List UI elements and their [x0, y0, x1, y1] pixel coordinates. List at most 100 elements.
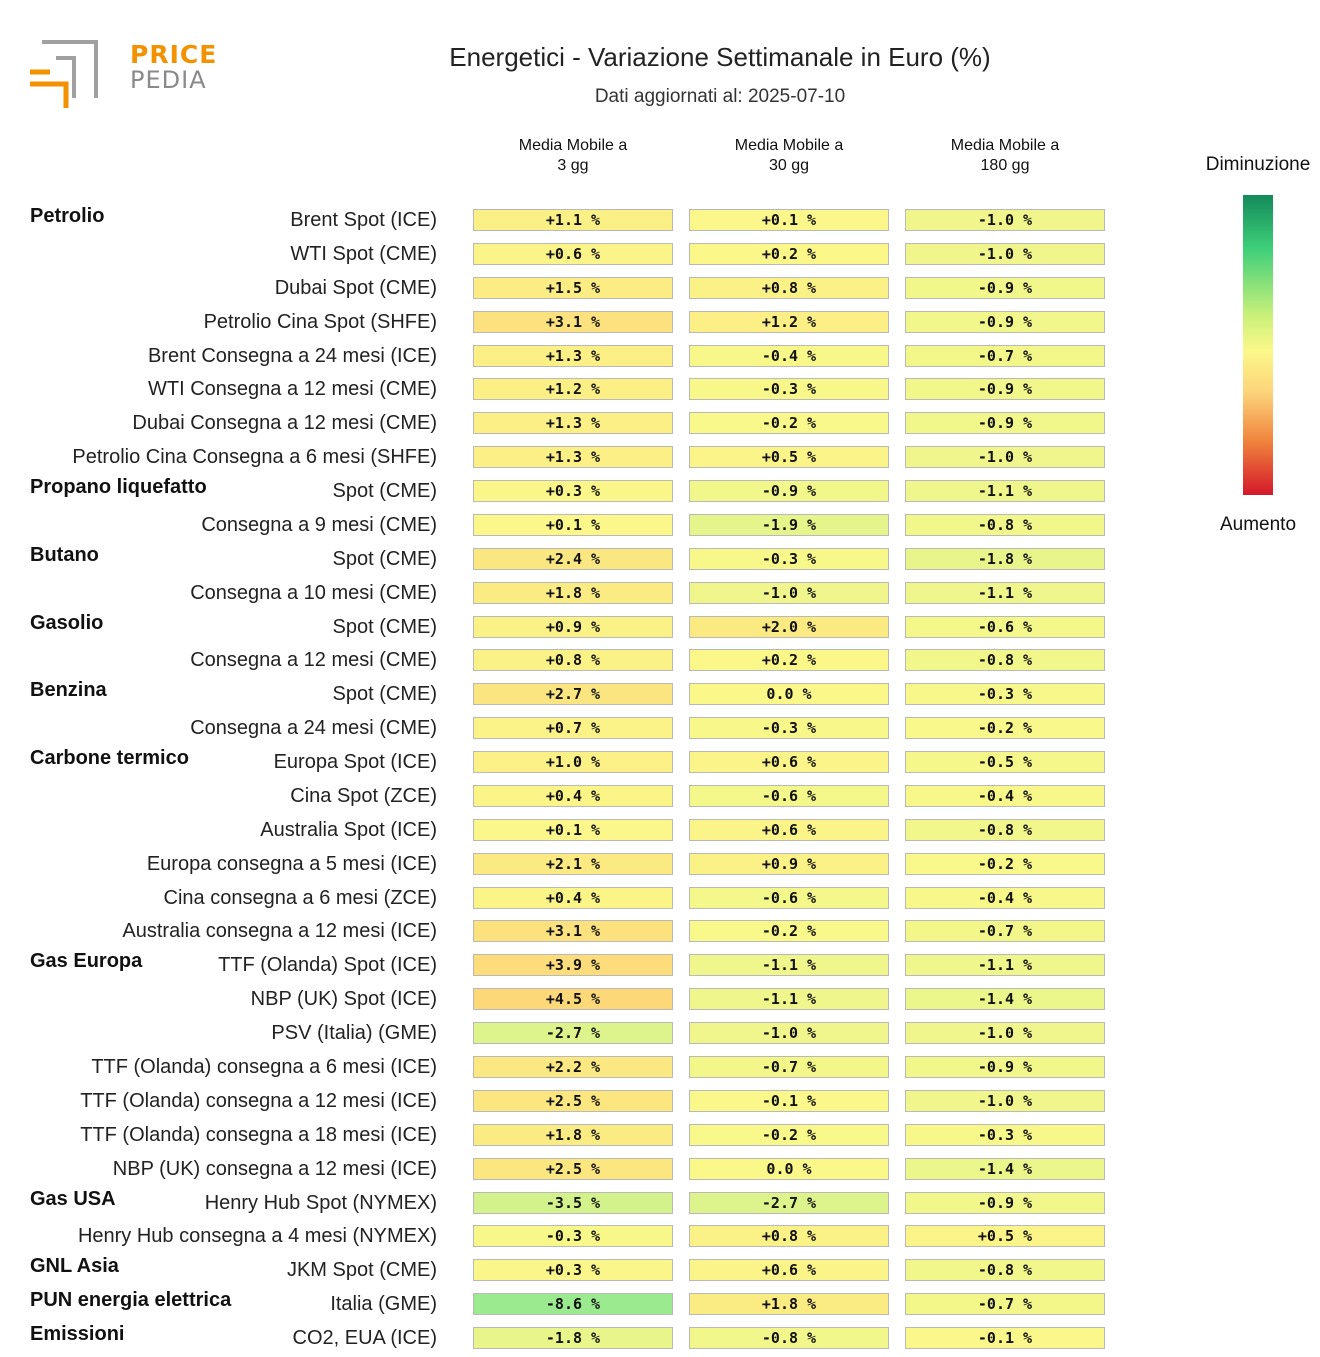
logo-price-text: PRICE	[130, 40, 218, 69]
heatmap-cell: 0.0 %	[689, 1157, 889, 1180]
heatmap-cell: +0.7 %	[473, 717, 673, 740]
heatmap-cell: -0.6 %	[689, 784, 889, 807]
heatmap-cell: -0.3 %	[473, 1225, 673, 1248]
heatmap-cell: -0.2 %	[689, 920, 889, 943]
heatmap-cell: +0.6 %	[689, 751, 889, 774]
row-label: Australia Spot (ICE)	[260, 818, 437, 841]
heatmap-cell: -1.4 %	[905, 988, 1105, 1011]
heatmap-cell: +1.8 %	[473, 581, 673, 604]
heatmap-cell: +2.2 %	[473, 1056, 673, 1078]
heatmap-cell: -0.2 %	[905, 717, 1105, 740]
row-label: CO2, EUA (ICE)	[292, 1327, 437, 1350]
heatmap-cell: -0.2 %	[689, 1123, 889, 1146]
heatmap-cell: -2.7 %	[689, 1191, 889, 1214]
heatmap-cell: -1.4 %	[905, 1157, 1105, 1180]
heatmap-cell: +1.8 %	[473, 1123, 673, 1146]
row-label: Brent Spot (ICE)	[290, 209, 437, 231]
heatmap-cell: -8.6 %	[473, 1293, 673, 1316]
chart-title: Energetici - Variazione Settimanale in E…	[449, 42, 991, 72]
heatmap-cell: -0.3 %	[905, 683, 1105, 706]
legend-bottom-label: Aumento	[1219, 514, 1297, 535]
heatmap-cell: +1.1 %	[473, 209, 673, 231]
heatmap-cell: +1.5 %	[473, 276, 673, 299]
row-label: Henry Hub consegna a 4 mesi (NYMEX)	[77, 1225, 437, 1248]
row-label: Cina consegna a 6 mesi (ZCE)	[163, 886, 437, 909]
heatmap-cell: -1.1 %	[905, 954, 1105, 977]
heatmap-cell: +1.3 %	[473, 412, 673, 435]
heatmap-cell: -0.9 %	[905, 412, 1105, 435]
heatmap-cell: -1.1 %	[689, 988, 889, 1011]
heatmap-cell: +1.3 %	[473, 344, 673, 367]
heatmap-cell: -0.1 %	[689, 1089, 889, 1112]
heatmap-cell: -0.6 %	[905, 615, 1105, 638]
heatmap-cell: -0.3 %	[689, 547, 889, 570]
heatmap-cell: -0.4 %	[689, 344, 889, 367]
heatmap-cell: +1.3 %	[473, 446, 673, 469]
heatmap-cell: -0.2 %	[905, 852, 1105, 875]
legend-color-scale	[1243, 195, 1273, 495]
logo-pedia-text: PEDIA	[130, 66, 207, 94]
group-label: Gas USA	[30, 1187, 116, 1210]
heatmap-cell: -0.9 %	[905, 1191, 1105, 1214]
row-label: Dubai Consegna a 12 mesi (CME)	[132, 412, 437, 435]
row-label: Spot (CME)	[332, 615, 437, 638]
group-label: Propano liquefatto	[30, 476, 207, 499]
group-label: Benzina	[30, 679, 107, 702]
heatmap-cell: +0.1 %	[473, 818, 673, 841]
row-label: WTI Spot (CME)	[290, 242, 437, 265]
row-label: Spot (CME)	[332, 683, 437, 706]
row-label: Consegna a 12 mesi (CME)	[190, 649, 437, 672]
row-label: Europa consegna a 5 mesi (ICE)	[146, 852, 437, 875]
heatmap-cell: +2.7 %	[473, 683, 673, 706]
heatmap-cell: +0.1 %	[689, 209, 889, 231]
heatmap-cell: +3.1 %	[473, 310, 673, 333]
pricepedia-logo: PRICE PEDIA	[30, 38, 216, 110]
row-label: WTI Consegna a 12 mesi (CME)	[148, 378, 437, 401]
heatmap-cell: -0.9 %	[905, 1056, 1105, 1078]
heatmap-cell: +3.9 %	[473, 954, 673, 977]
heatmap-cell: +0.3 %	[473, 1259, 673, 1282]
heatmap-cell: -0.9 %	[905, 378, 1105, 401]
group-label: PUN energia elettrica	[30, 1289, 232, 1312]
row-label: Cina Spot (ZCE)	[290, 784, 437, 807]
row-label: TTF (Olanda) consegna a 6 mesi (ICE)	[91, 1056, 437, 1078]
heatmap-cell: -1.9 %	[689, 513, 889, 536]
row-label: NBP (UK) consegna a 12 mesi (ICE)	[112, 1157, 437, 1180]
heatmap-cell: -0.7 %	[905, 344, 1105, 367]
column-header-180gg: Media Mobile a 180 gg	[950, 137, 1060, 174]
heatmap-cell: -1.1 %	[689, 954, 889, 977]
heatmap-cell: -0.7 %	[689, 1056, 889, 1078]
heatmap-cell: -0.8 %	[905, 1259, 1105, 1282]
heatmap-cell: +1.2 %	[473, 378, 673, 401]
row-label: Australia consegna a 12 mesi (ICE)	[122, 920, 437, 943]
heatmap-cell: +1.2 %	[689, 310, 889, 333]
heatmap-cell: -0.9 %	[905, 310, 1105, 333]
column-header-3gg: Media Mobile a 3 gg	[518, 137, 628, 174]
heatmap-cell: +0.9 %	[473, 615, 673, 638]
heatmap-cell: +2.5 %	[473, 1089, 673, 1112]
heatmap-cell: +1.8 %	[689, 1293, 889, 1316]
heatmap-cell: +0.6 %	[689, 818, 889, 841]
chart-subtitle: Dati aggiornati al: 2025-07-10	[594, 86, 846, 107]
row-label: Italia (GME)	[330, 1293, 437, 1316]
row-label: Europa Spot (ICE)	[273, 751, 437, 774]
heatmap-cell: +4.5 %	[473, 988, 673, 1011]
pricepedia-logo-mark	[30, 40, 98, 108]
heatmap-cell: +0.4 %	[473, 784, 673, 807]
heatmap-cell: -0.5 %	[905, 751, 1105, 774]
heatmap-cell: -1.0 %	[689, 1022, 889, 1045]
group-label: Carbone termico	[30, 747, 189, 770]
heatmap-cell: -0.3 %	[689, 717, 889, 740]
row-label: PSV (Italia) (GME)	[271, 1022, 437, 1045]
heatmap-cell: -0.8 %	[905, 818, 1105, 841]
group-label: Gas Europa	[30, 950, 143, 973]
heatmap-cell: +0.8 %	[689, 276, 889, 299]
heatmap-cell: +0.9 %	[689, 852, 889, 875]
heatmap-cell: -0.9 %	[905, 276, 1105, 299]
row-label: Spot (CME)	[332, 547, 437, 570]
heatmap-cell: -0.4 %	[905, 886, 1105, 909]
heatmap-cell: +3.1 %	[473, 920, 673, 943]
group-label: GNL Asia	[30, 1255, 119, 1278]
row-label: TTF (Olanda) consegna a 12 mesi (ICE)	[80, 1089, 437, 1112]
heatmap-cell: -1.0 %	[905, 1089, 1105, 1112]
